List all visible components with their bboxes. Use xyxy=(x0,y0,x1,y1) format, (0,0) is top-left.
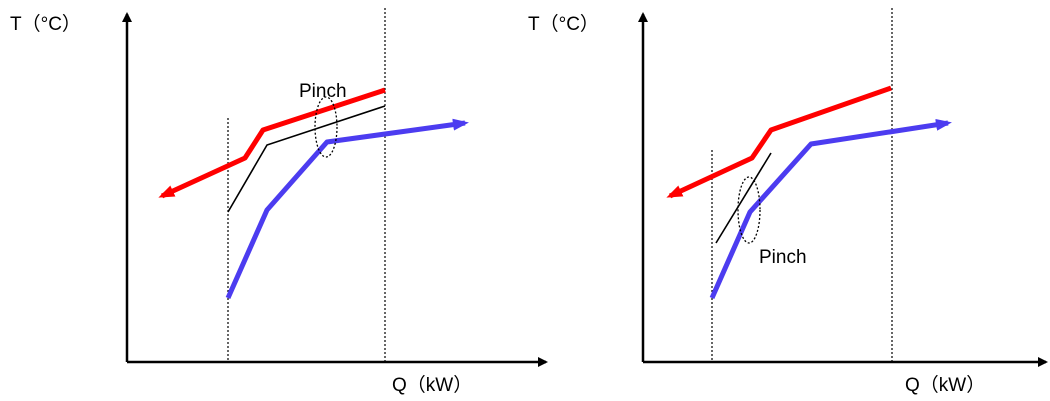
shifted-curve xyxy=(715,152,772,244)
shifted-curve xyxy=(227,105,386,213)
hot-composite-curve xyxy=(158,87,386,199)
cold-composite-curve xyxy=(225,118,469,300)
pinch-marker-ellipse xyxy=(737,176,761,244)
y-axis-label: T（°C） xyxy=(528,13,599,35)
diagram-left: T（°C） Q（kW） Pinch xyxy=(10,8,548,396)
hot-composite-curve xyxy=(666,85,892,199)
pinch-marker-ellipse xyxy=(314,96,338,158)
pinch-label: Pinch xyxy=(299,81,347,102)
cold-composite-curve xyxy=(709,118,952,300)
pinch-label: Pinch xyxy=(759,247,807,268)
x-axis-label: Q（kW） xyxy=(905,374,985,396)
diagram-right: T（°C） Q（kW） Pinch xyxy=(528,8,1048,396)
x-axis-label: Q（kW） xyxy=(392,374,472,396)
y-axis-label: T（°C） xyxy=(10,13,81,35)
